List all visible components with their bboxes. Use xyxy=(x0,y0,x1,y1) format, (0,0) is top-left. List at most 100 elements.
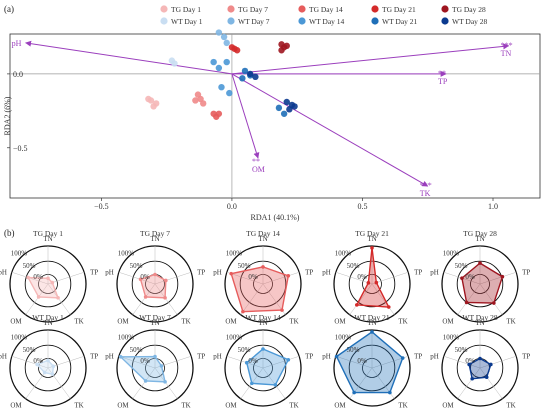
radar-axis-label: OM xyxy=(334,402,346,410)
radar-axis-label: TK xyxy=(289,318,298,326)
radar-spoke xyxy=(132,367,156,399)
radar-point xyxy=(143,379,148,383)
sample-points xyxy=(145,29,298,120)
radar-point xyxy=(35,362,39,367)
radar-title: WT Day 7 xyxy=(139,313,171,322)
radar-title: WT Day 21 xyxy=(354,313,390,322)
radar-ring-label: 100% xyxy=(118,333,135,341)
radar-ring-label: 0% xyxy=(33,357,43,365)
radar-point xyxy=(163,296,167,300)
radar-area xyxy=(355,247,390,308)
sample-point xyxy=(233,47,241,54)
sample-point xyxy=(171,60,178,67)
radar-point xyxy=(36,295,41,299)
sample-point xyxy=(220,33,228,41)
legend-entry: TG Day 21 xyxy=(382,5,416,14)
x-tick-label: 0.5 xyxy=(357,202,367,211)
vector-label: pH xyxy=(12,39,22,48)
radar-point xyxy=(355,303,359,307)
radar-spoke xyxy=(11,356,49,369)
radar-axis-label: pH xyxy=(0,352,7,360)
legend-marker xyxy=(160,17,168,25)
legend-marker xyxy=(298,5,306,13)
radar-axis-label: pH xyxy=(213,268,222,276)
sample-point xyxy=(239,75,246,82)
radar-ring-label: 100% xyxy=(226,333,243,341)
radar-spoke xyxy=(154,283,178,315)
legend-entry: TG Day 28 xyxy=(452,5,486,14)
legend-entry: WT Day 7 xyxy=(238,17,270,26)
radar-axis-label: TP xyxy=(414,352,422,360)
radar-chart: WT Day 21 100% 50% 0% TN TP TK OM pH xyxy=(322,313,422,410)
radar-axis-label: OM xyxy=(442,402,454,410)
radar-spoke xyxy=(262,356,300,369)
radar-axis-label: OM xyxy=(10,318,22,326)
radar-spoke xyxy=(47,283,71,315)
radar-point xyxy=(388,390,392,395)
vector-label: TN xyxy=(501,49,512,58)
vector-tk xyxy=(231,73,429,187)
radar-chart: WT Day 7 100% 50% 0% TN TP TK OM pH xyxy=(105,313,205,410)
radar-point xyxy=(280,308,284,312)
radar-spoke xyxy=(349,283,373,315)
radar-axis-label: TK xyxy=(181,318,190,326)
radar-axis-label: pH xyxy=(430,268,439,276)
sample-point xyxy=(283,42,290,50)
sample-point xyxy=(218,83,225,91)
legend-marker xyxy=(441,17,449,25)
sample-point xyxy=(210,58,217,66)
radar-ring-label: 100% xyxy=(226,249,243,257)
radar-axis-label: TN xyxy=(150,235,159,243)
radar-point xyxy=(400,356,405,360)
vector-significance: ** xyxy=(438,69,446,78)
radar-spoke xyxy=(371,283,395,315)
radar-axis-label: TK xyxy=(398,318,407,326)
sample-point xyxy=(246,70,254,78)
radar-point xyxy=(386,305,391,309)
radar-ring-label: 0% xyxy=(140,273,150,281)
radar-title: WT Day 1 xyxy=(32,313,64,322)
radar-chart: TG Day 7 100% 50% 0% TN TP TK OM pH xyxy=(105,229,205,326)
radar-axis-label: TK xyxy=(506,318,515,326)
radar-axis-label: TN xyxy=(258,319,267,327)
radar-ring-label: 0% xyxy=(140,357,150,365)
radar-point xyxy=(286,273,291,278)
radar-point xyxy=(492,301,496,305)
radar-chart: TG Day 21 100% 50% 0% TN TP TK OM pH xyxy=(322,229,422,326)
radar-spoke xyxy=(240,283,264,315)
radar-point xyxy=(464,300,469,305)
radar-axis-label: TP xyxy=(305,352,313,360)
legend-marker xyxy=(371,17,379,25)
radar-point xyxy=(56,296,60,300)
sample-point xyxy=(241,67,249,75)
radar-ring-label: 50% xyxy=(238,262,251,270)
radar-spoke xyxy=(132,283,156,315)
radar-axis-label: TN xyxy=(475,319,484,327)
radar-axis-label: pH xyxy=(0,268,7,276)
legend-entry: WT Day 1 xyxy=(171,17,203,26)
x-tick-label: −0.5 xyxy=(94,202,109,211)
sample-point xyxy=(291,103,298,110)
sample-point xyxy=(150,103,157,110)
radar-title: WT Day 28 xyxy=(462,313,498,322)
radar-area xyxy=(461,262,504,304)
radar-ring-label: 100% xyxy=(335,333,352,341)
radar-point xyxy=(46,358,50,363)
radar-spoke xyxy=(335,272,373,285)
radar-point xyxy=(500,274,505,279)
radar-point xyxy=(370,246,374,250)
radar-ring-label: 100% xyxy=(443,249,460,257)
radar-point xyxy=(286,357,291,362)
radar-spoke xyxy=(262,272,300,285)
radar-spoke xyxy=(262,367,286,399)
radar-axis-label: OM xyxy=(117,402,129,410)
radar-axis-label: OM xyxy=(334,318,346,326)
radar-point xyxy=(143,295,148,299)
radar-ring-label: 0% xyxy=(465,273,475,281)
legend-marker xyxy=(298,17,306,25)
radar-spoke xyxy=(335,356,373,369)
radar-axis-label: OM xyxy=(117,318,129,326)
radar-area xyxy=(118,355,166,383)
sample-point xyxy=(275,104,283,112)
